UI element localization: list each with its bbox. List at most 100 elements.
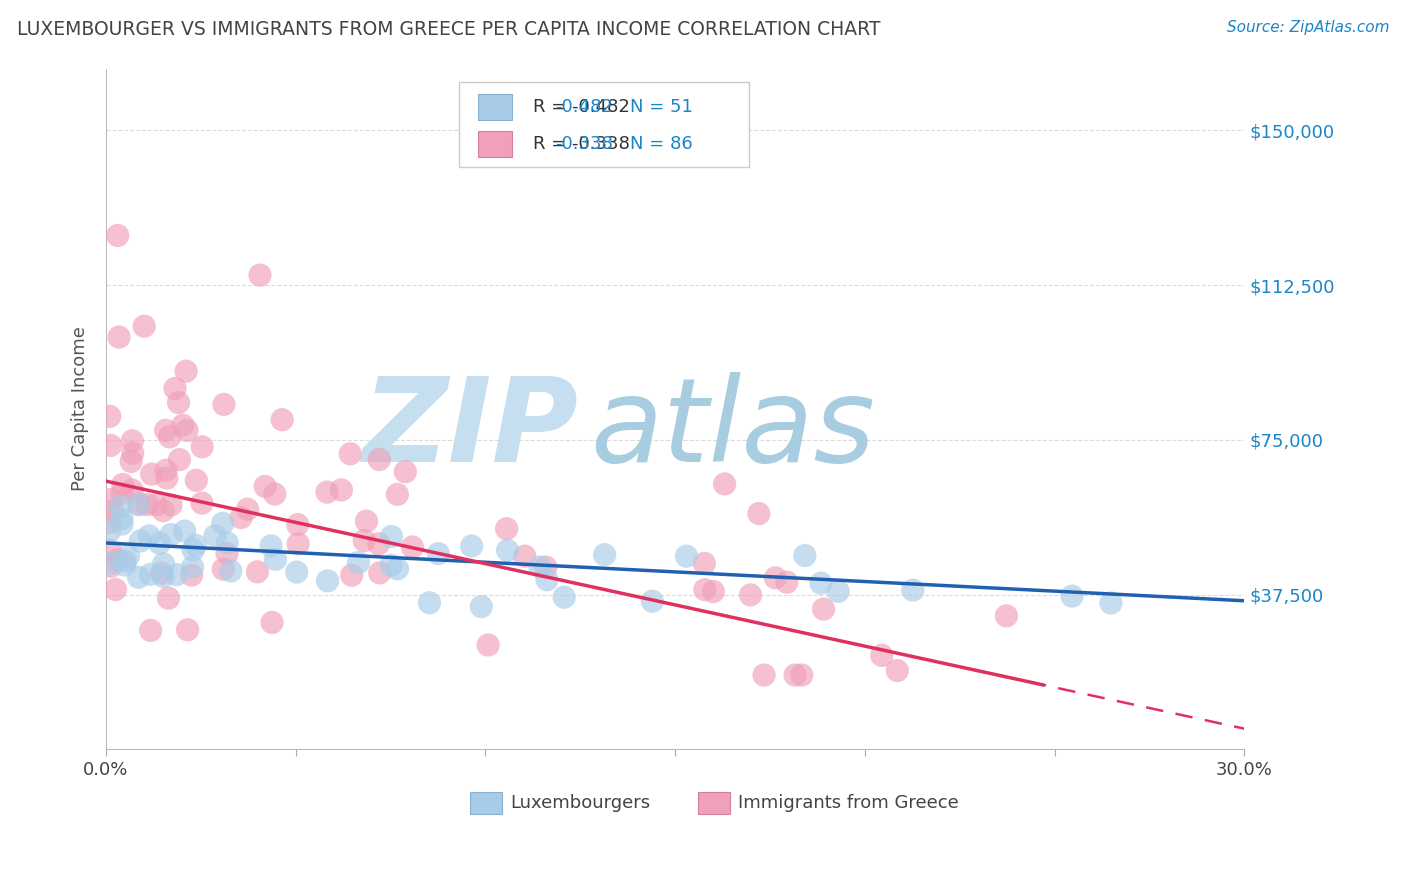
Point [152, 569, 174, 583]
Point [156, 471, 179, 485]
Point [111, 512, 134, 526]
Point [264, 552, 287, 566]
Point [316, 485, 339, 500]
Point [114, 554, 136, 568]
Point [108, 330, 131, 344]
FancyBboxPatch shape [458, 82, 749, 167]
Point [356, 514, 378, 528]
Point [347, 556, 370, 570]
Point [260, 539, 283, 553]
Text: N = 86: N = 86 [630, 135, 692, 153]
Point [139, 624, 162, 638]
Point [477, 638, 499, 652]
Point [176, 424, 198, 438]
Point [159, 430, 181, 444]
Point [181, 560, 204, 574]
Point [155, 463, 177, 477]
Point [157, 591, 180, 606]
FancyBboxPatch shape [478, 94, 512, 120]
Point [675, 549, 697, 563]
Point [212, 562, 235, 576]
Point [150, 566, 173, 581]
Point [117, 549, 139, 563]
Point [98, 524, 121, 538]
Point [870, 648, 893, 663]
Point [111, 477, 134, 491]
Point [141, 467, 163, 482]
Point [121, 483, 143, 497]
Point [1099, 596, 1122, 610]
Point [713, 477, 735, 491]
Text: R = -0.338: R = -0.338 [533, 135, 630, 153]
Point [813, 602, 835, 616]
Point [287, 537, 309, 551]
Point [427, 547, 450, 561]
Point [174, 364, 197, 378]
Text: LUXEMBOURGER VS IMMIGRANTS FROM GREECE PER CAPITA INCOME CORRELATION CHART: LUXEMBOURGER VS IMMIGRANTS FROM GREECE P… [17, 20, 880, 38]
Point [793, 549, 815, 563]
Point [121, 434, 143, 448]
Point [901, 582, 924, 597]
Point [104, 582, 127, 597]
Point [136, 498, 159, 512]
Text: atlas: atlas [589, 372, 875, 486]
Point [98, 516, 121, 530]
Point [204, 529, 226, 543]
Point [98, 409, 121, 424]
Point [260, 615, 283, 630]
Point [163, 381, 186, 395]
Point [536, 573, 558, 587]
Point [1060, 589, 1083, 603]
Point [387, 487, 409, 501]
Point [111, 517, 134, 532]
Point [460, 539, 482, 553]
Point [169, 452, 191, 467]
Point [176, 623, 198, 637]
Point [249, 268, 271, 282]
Point [263, 487, 285, 501]
Point [271, 413, 294, 427]
Point [120, 454, 142, 468]
Point [167, 395, 190, 409]
Point [534, 560, 557, 574]
Point [810, 576, 832, 591]
Point [215, 546, 238, 560]
Point [353, 533, 375, 548]
Point [752, 668, 775, 682]
Point [495, 522, 517, 536]
Point [139, 567, 162, 582]
Point [765, 571, 787, 585]
Point [790, 668, 813, 682]
Text: Luxembourgers: Luxembourgers [510, 794, 650, 812]
Point [995, 608, 1018, 623]
Point [191, 440, 214, 454]
Point [145, 498, 167, 512]
Point [316, 574, 339, 588]
Point [152, 557, 174, 571]
Point [246, 565, 269, 579]
Point [740, 588, 762, 602]
Point [827, 584, 849, 599]
Point [380, 529, 402, 543]
Point [641, 594, 664, 608]
Point [368, 452, 391, 467]
Point [128, 497, 150, 511]
Text: Source: ZipAtlas.com: Source: ZipAtlas.com [1226, 20, 1389, 35]
Point [229, 510, 252, 524]
Text: ZIP: ZIP [363, 372, 578, 487]
Point [134, 319, 156, 334]
Point [776, 575, 799, 590]
Point [368, 566, 391, 580]
Point [401, 540, 423, 554]
Text: -0.482: -0.482 [555, 97, 613, 116]
Point [100, 492, 122, 507]
Point [155, 423, 177, 437]
Y-axis label: Per Capita Income: Per Capita Income [72, 326, 89, 491]
Point [148, 536, 170, 550]
Point [693, 557, 716, 571]
Point [100, 438, 122, 452]
Point [212, 397, 235, 411]
Point [285, 565, 308, 579]
Point [129, 533, 152, 548]
FancyBboxPatch shape [478, 131, 512, 157]
